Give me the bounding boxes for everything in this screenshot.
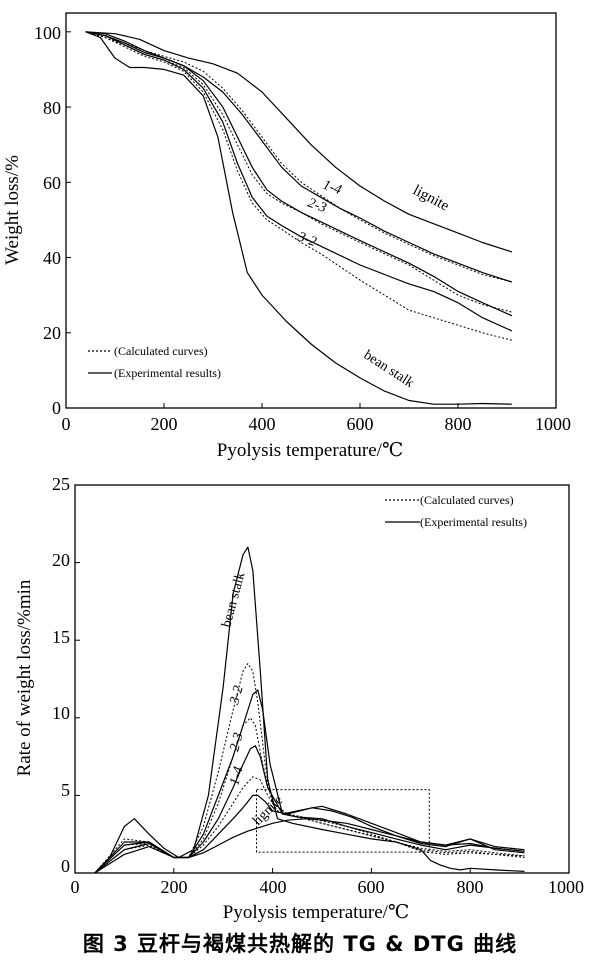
tg-ytick-0: 0 [52, 398, 61, 418]
figure-canvas: 0 200 400 600 800 1000 0 20 40 60 80 100… [2, 12, 584, 923]
dtg-curve-label-bean-stalk: bean stalk [219, 571, 248, 629]
dtg-ytick-0: 0 [61, 856, 70, 876]
tg-series-group [85, 31, 513, 405]
tg-xtick-1000: 1000 [535, 414, 571, 434]
dtg-series-group [94, 546, 525, 874]
tg-series-3-2-calc [85, 31, 513, 341]
tg-curve-label-2-3: 2-3 [306, 196, 329, 216]
dtg-ytick-15: 15 [52, 627, 70, 647]
tg-xtick-0: 0 [62, 414, 71, 434]
tg-curve-label-bean-stalk: bean stalk [361, 348, 416, 391]
dtg-xtick-200: 200 [161, 877, 188, 897]
tg-axis-ticks [65, 31, 557, 409]
dtg-series-1-4-calc [94, 776, 525, 874]
dtg-xtick-600: 600 [358, 877, 385, 897]
dtg-ytick-10: 10 [52, 703, 70, 723]
tg-xtick-400: 400 [249, 414, 276, 434]
tg-ytick-60: 60 [43, 173, 61, 193]
tg-series-2-3 [85, 31, 513, 317]
tg-ytick-100: 100 [34, 23, 61, 43]
tg-x-axis-label: Pyolysis temperature/℃ [217, 440, 403, 461]
figure-caption: 图 3 豆杆与褐煤共热解的 TG & DTG 曲线 [82, 932, 518, 956]
tg-xtick-600: 600 [347, 414, 374, 434]
dtg-xtick-1000: 1000 [548, 877, 584, 897]
dtg-series-3-2-calc [94, 663, 525, 874]
dtg-curve-label-1-4: 1-4 [227, 765, 246, 787]
tg-series-bean-stalk [85, 31, 512, 405]
tg-xtick-800: 800 [445, 414, 472, 434]
tg-curve-label-3-2: 3-2 [295, 229, 319, 250]
tg-chart: 0 200 400 600 800 1000 0 20 40 60 80 100… [2, 12, 571, 461]
dtg-plot-frame [74, 484, 570, 874]
dtg-xtick-0: 0 [71, 877, 80, 897]
tg-curve-label-lignite: lignite [410, 182, 452, 214]
tg-series-1-4 [85, 31, 513, 283]
dtg-axis-ticks [74, 484, 570, 874]
dtg-legend-experimental-label: (Experimental results) [420, 515, 527, 529]
tg-ytick-20: 20 [43, 323, 61, 343]
tg-series-1-4-calc [85, 31, 513, 283]
tg-series-3-2 [85, 31, 513, 332]
dtg-y-axis-label: Rate of weight loss/%min [14, 579, 35, 776]
dtg-ytick-25: 25 [52, 474, 70, 494]
dtg-series-2-3-calc [94, 717, 525, 874]
tg-ytick-40: 40 [43, 248, 61, 268]
dtg-ytick-5: 5 [61, 780, 70, 800]
dtg-series-3-2 [94, 689, 525, 874]
tg-plot-frame [65, 12, 557, 409]
tg-legend-calculated-label: (Calculated curves) [114, 344, 208, 358]
tg-y-axis-label: Weight loss/% [2, 155, 23, 265]
tg-ytick-80: 80 [43, 98, 61, 118]
dtg-ytick-20: 20 [52, 550, 70, 570]
dtg-curve-label-3-2: 3-2 [227, 684, 247, 707]
dtg-legend-calculated-label: (Calculated curves) [420, 493, 514, 507]
dtg-chart: 0 200 400 600 800 1000 0 5 10 15 20 25 P… [14, 474, 584, 923]
tg-xtick-200: 200 [151, 414, 178, 434]
dtg-series-bean-stalk [94, 546, 525, 874]
dtg-zoom-box [256, 789, 430, 853]
tg-legend-experimental-label: (Experimental results) [114, 366, 221, 380]
dtg-series-lignite [94, 818, 525, 874]
dtg-x-axis-label: Pyolysis temperature/℃ [223, 902, 409, 923]
dtg-curve-label-2-3: 2-3 [227, 731, 246, 753]
tg-curve-label-1-4: 1-4 [321, 178, 344, 198]
dtg-series-1-4 [94, 794, 525, 874]
dtg-xtick-400: 400 [260, 877, 287, 897]
tg-series-lignite [85, 31, 513, 253]
tg-series-2-3-calc [85, 31, 513, 313]
dtg-xtick-800: 800 [457, 877, 484, 897]
